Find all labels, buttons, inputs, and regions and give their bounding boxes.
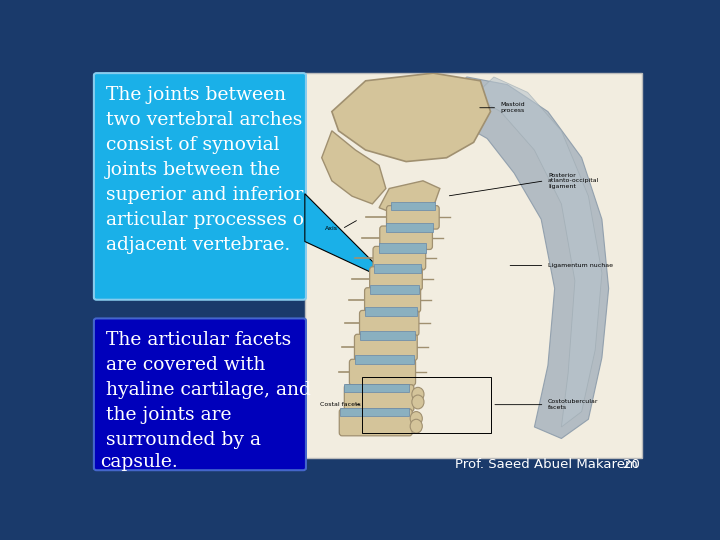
Text: Prof. Saeed Abuel Makarem: Prof. Saeed Abuel Makarem	[456, 458, 639, 471]
Text: 20: 20	[623, 458, 640, 471]
Polygon shape	[305, 194, 394, 283]
FancyBboxPatch shape	[94, 73, 306, 300]
Text: The joints between
two vertebral arches
consist of synovial
joints between the
s: The joints between two vertebral arches …	[106, 85, 310, 254]
FancyBboxPatch shape	[305, 73, 642, 458]
Text: The articular facets
are covered with
hyaline cartilage, and
the joints are
surr: The articular facets are covered with hy…	[106, 331, 310, 449]
FancyBboxPatch shape	[94, 319, 306, 470]
Text: capsule.: capsule.	[100, 454, 178, 471]
